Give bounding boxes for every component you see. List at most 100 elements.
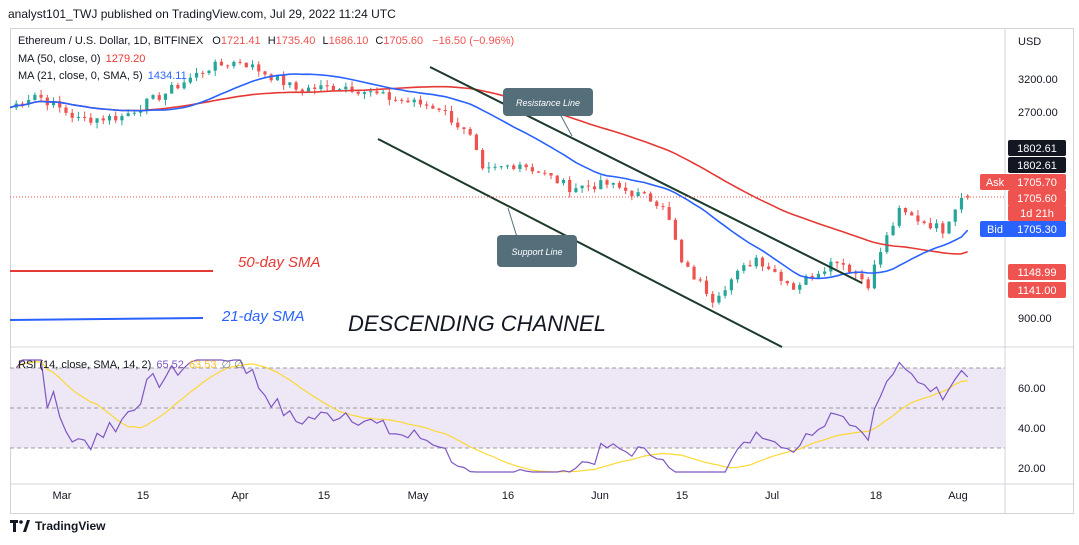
candle-body <box>387 92 391 100</box>
ma21-line <box>9 73 969 280</box>
candle-body <box>319 85 323 90</box>
ma50-value: 1279.20 <box>105 53 146 65</box>
candle-body <box>512 165 516 169</box>
price-badge-box <box>1008 282 1066 298</box>
price-badge: 1802.61 <box>1008 140 1066 156</box>
price-badge-box <box>1008 140 1066 156</box>
candle-body <box>101 118 105 121</box>
candle-body <box>145 98 149 111</box>
candle-body <box>275 75 280 81</box>
candle-body <box>885 235 889 253</box>
candle-body <box>555 175 559 184</box>
candle-body <box>344 86 348 90</box>
candle-body <box>406 100 410 103</box>
time-tick-label: 15 <box>676 490 688 502</box>
candle-body <box>76 116 81 118</box>
rsi-sma-line <box>15 360 968 473</box>
candle-body <box>698 279 702 281</box>
candle-body <box>263 71 267 75</box>
legend-rsi[interactable]: RSI (14, close, SMA, 14, 2) 65.52 63.53 … <box>18 358 244 371</box>
candle-body <box>959 197 964 210</box>
candle-body <box>810 276 814 279</box>
price-badge-box <box>1008 190 1066 206</box>
candle-body <box>462 127 466 129</box>
close-value: 1705.60 <box>383 35 424 47</box>
candle-body <box>157 95 161 100</box>
candle-body <box>269 74 273 81</box>
candle-body <box>331 85 335 91</box>
candle-body <box>642 192 646 194</box>
candle-body <box>369 91 373 93</box>
candle-body <box>58 101 62 108</box>
candle-body <box>742 265 746 271</box>
time-tick-label: Apr <box>231 490 248 502</box>
candle-body <box>27 99 31 105</box>
support-callout: Support Line <box>497 207 577 267</box>
candle-body <box>288 82 292 86</box>
price-badge: Bid <box>980 221 1010 237</box>
rsi-line <box>15 359 969 473</box>
candle-body <box>213 61 217 71</box>
ma50-line <box>9 85 968 255</box>
sma50-key-label: 50-day SMA <box>238 254 321 271</box>
candle-body <box>51 101 56 106</box>
candle-body <box>953 209 957 222</box>
price-badge: 1148.99 <box>1008 264 1066 280</box>
time-tick-label: 18 <box>870 490 882 502</box>
price-badge-text: 1705.60 <box>1017 193 1057 205</box>
price-badge-text: Bid <box>987 224 1003 236</box>
candle-body <box>201 72 205 74</box>
candle-body <box>680 239 684 263</box>
candle-body <box>474 134 479 151</box>
ma21-value: 1434.11 <box>147 70 187 82</box>
rsi-label: RSI (14, close, SMA, 14, 2) <box>18 359 152 371</box>
candle-body <box>400 99 404 101</box>
candle-body <box>823 271 827 274</box>
candle-body <box>20 103 25 105</box>
price-badge-text: 1148.99 <box>1018 267 1057 279</box>
candle-body <box>163 93 168 100</box>
candle-body <box>835 261 839 264</box>
ohlc-high: H1735.40 <box>268 35 316 47</box>
candle-body <box>487 167 491 169</box>
candle-body <box>630 190 634 197</box>
candle-body <box>611 182 615 185</box>
candle-body <box>481 150 485 169</box>
candle-body <box>83 116 87 118</box>
sma21-key-label: 21-day SMA <box>221 308 305 325</box>
time-tick-label: 15 <box>137 490 149 502</box>
publisher-line: analyst101_TWJ published on TradingView.… <box>8 7 396 21</box>
rsi-extra: ∅ ∅ <box>221 359 244 371</box>
candle-body <box>188 77 192 83</box>
candle-body <box>723 290 727 296</box>
time-tick-label: 15 <box>318 490 330 502</box>
legend-ma21[interactable]: MA (21, close, 0, SMA, 5) 1434.11 <box>18 70 187 82</box>
candle-body <box>798 284 802 290</box>
legend-ma50[interactable]: MA (50, close, 0) 1279.20 <box>18 53 145 65</box>
price-badge-text: 1705.30 <box>1017 224 1057 236</box>
candle-body <box>804 276 808 285</box>
time-tick-label: Aug <box>948 490 968 502</box>
rsi-tick-label: 40.00 <box>1018 423 1046 435</box>
ma-lines <box>9 73 969 473</box>
candle-body <box>866 279 870 289</box>
resistance-callout-pointer <box>559 113 573 137</box>
candle-body <box>425 104 429 106</box>
resistance-callout-box <box>503 88 593 116</box>
candle-body <box>816 273 821 279</box>
price-badge-text: 1802.61 <box>1017 160 1057 172</box>
candle-body <box>362 92 367 94</box>
candle-body <box>580 185 584 189</box>
price-badge: 1705.70 <box>1008 174 1066 190</box>
candle-body <box>636 192 640 197</box>
candle-body <box>313 87 317 90</box>
price-badge: 1705.30 <box>1008 221 1066 237</box>
support-callout-box <box>497 235 577 267</box>
candle-body <box>692 266 696 280</box>
candle-body <box>872 264 877 289</box>
tradingview-footer[interactable]: TradingView <box>10 519 105 533</box>
candle-body <box>586 185 590 187</box>
candle-body <box>449 110 454 123</box>
candle-body <box>226 65 230 67</box>
